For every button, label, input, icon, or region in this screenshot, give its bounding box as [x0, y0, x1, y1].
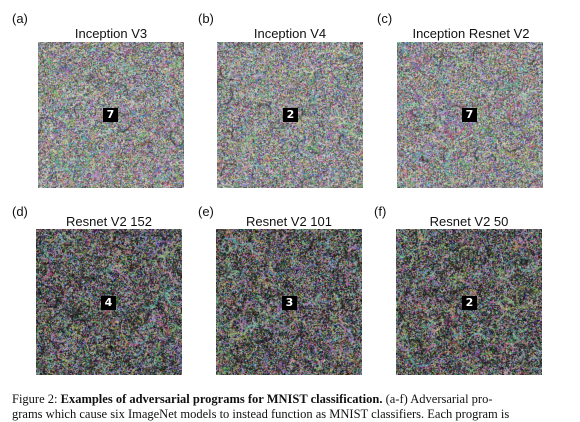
panel-title: Inception V4	[253, 26, 327, 41]
caption-bold: Examples of adversarial programs for MNI…	[60, 392, 383, 406]
mnist-digit: 7	[103, 108, 118, 122]
figure-caption: Figure 2: Examples of adversarial progra…	[12, 392, 568, 422]
mnist-digit: 4	[101, 296, 116, 310]
panel-title: Resnet V2 152	[65, 214, 152, 229]
mnist-digit: 3	[282, 296, 297, 310]
panel-label: (c)	[377, 11, 393, 26]
panel-title: Inception V3	[74, 26, 148, 41]
panel-label: (a)	[12, 11, 28, 26]
figure-grid: (a) Inception V3 7 (b) Inception V4 2 (c…	[12, 11, 543, 375]
caption-line2: grams which cause six ImageNet models to…	[12, 407, 510, 421]
panel-title: Inception Resnet V2	[412, 26, 530, 41]
panel-label: (f)	[374, 204, 387, 219]
panel-label: (d)	[12, 204, 28, 219]
panel-label: (e)	[198, 204, 214, 219]
panel-title: Resnet V2 101	[245, 214, 332, 229]
panel-title: Resnet V2 50	[429, 214, 509, 229]
mnist-digit: 2	[462, 296, 477, 310]
caption-prefix: Figure 2:	[12, 392, 61, 406]
panel-label: (b)	[198, 11, 214, 26]
mnist-digit: 2	[283, 108, 298, 122]
caption-rest: (a-f) Adversarial pro-	[382, 392, 493, 406]
mnist-digit: 7	[462, 108, 477, 122]
